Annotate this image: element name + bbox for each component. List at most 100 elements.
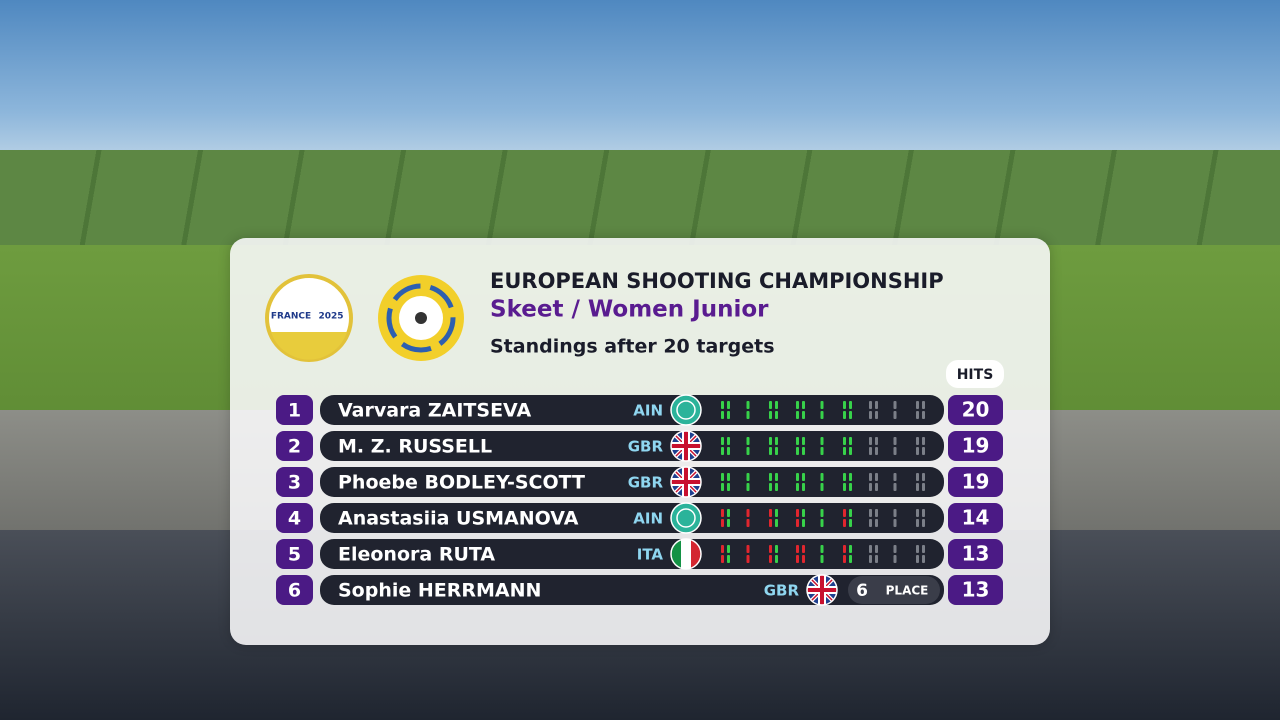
rank-box	[276, 503, 313, 533]
hits-box	[948, 503, 1003, 533]
shot-indicator	[775, 519, 778, 527]
athlete-name: Varvara ZAITSEVA	[338, 400, 531, 422]
shot-indicator	[775, 401, 778, 409]
shot-indicator	[721, 411, 724, 419]
flag-ain-ring	[676, 400, 696, 420]
rank: 5	[288, 544, 301, 566]
athlete-name: M. Z. RUSSELL	[338, 436, 492, 458]
shot-indicator	[916, 519, 919, 527]
shot-indicator	[796, 509, 799, 517]
shot-indicator	[893, 437, 897, 445]
shot-indicator	[922, 545, 925, 553]
shot-indicator	[769, 509, 772, 517]
sky	[0, 0, 1280, 160]
nation: GBR	[628, 438, 664, 456]
title: EUROPEAN SHOOTING CHAMPIONSHIP	[490, 269, 944, 293]
shot-indicator	[875, 483, 878, 491]
rank-box	[276, 431, 313, 461]
shot-indicator	[796, 545, 799, 553]
flag-border	[670, 394, 702, 426]
shot-indicator	[727, 545, 730, 553]
shot-indicator	[769, 411, 772, 419]
shot-indicator	[727, 555, 730, 563]
shot-indicator	[922, 401, 925, 409]
shot-indicator	[820, 483, 824, 491]
shot-indicator	[849, 555, 852, 563]
standing-row: 1 Varvara ZAITSEVA AIN 20	[276, 394, 1003, 426]
shot-indicator	[820, 411, 824, 419]
shot-indicator	[922, 473, 925, 481]
shot-indicator	[820, 437, 824, 445]
shot-indicator	[721, 555, 724, 563]
standing-row: 5 Eleonora RUTA ITA 13	[276, 538, 1003, 570]
shot-indicator	[746, 411, 750, 419]
nation: ITA	[637, 546, 664, 564]
shot-indicator	[875, 519, 878, 527]
shot-indicator	[796, 447, 799, 455]
event-logo: FRANCE 2025	[265, 274, 353, 362]
shot-indicator	[869, 411, 872, 419]
shot-indicator	[869, 483, 872, 491]
shot-indicator	[893, 545, 897, 553]
shot-indicator	[775, 447, 778, 455]
shot-indicator	[721, 519, 724, 527]
shot-indicator	[727, 519, 730, 527]
status: Standings after 20 targets	[490, 336, 775, 358]
athlete-name: Phoebe BODLEY-SCOTT	[338, 472, 585, 494]
shot-indicator	[869, 519, 872, 527]
shot-indicator	[843, 447, 846, 455]
hits-box	[948, 431, 1003, 461]
shot-indicator	[721, 437, 724, 445]
shot-indicator	[849, 437, 852, 445]
shot-indicator	[802, 545, 805, 553]
backstop-hill	[0, 150, 1280, 250]
shot-indicator	[796, 401, 799, 409]
shot-indicator	[893, 401, 897, 409]
shot-indicator	[849, 545, 852, 553]
shot-indicator	[721, 473, 724, 481]
shot-indicator	[893, 483, 897, 491]
shot-indicator	[843, 519, 846, 527]
shot-indicator	[820, 447, 824, 455]
nation: GBR	[764, 582, 800, 600]
rank-box	[276, 539, 313, 569]
hits-header: HITS	[957, 367, 994, 383]
shot-indicator	[922, 509, 925, 517]
shot-indicator	[849, 483, 852, 491]
flag-ita-red	[691, 539, 701, 569]
shot-indicator	[769, 545, 772, 553]
name-bar	[320, 539, 944, 569]
shot-indicator	[746, 447, 750, 455]
shot-indicator	[849, 401, 852, 409]
shot-indicator	[893, 447, 897, 455]
flag-gbr-cross-red	[684, 467, 688, 497]
hits-box	[948, 467, 1003, 497]
shot-indicator	[916, 545, 919, 553]
shot-indicator	[916, 447, 919, 455]
shot-indicator	[796, 483, 799, 491]
hits: 13	[962, 542, 990, 566]
shot-indicator	[775, 473, 778, 481]
shot-indicator	[916, 509, 919, 517]
shot-indicator	[893, 411, 897, 419]
place-label: PLACE	[886, 584, 929, 598]
shot-indicator	[869, 473, 872, 481]
shot-indicator	[922, 447, 925, 455]
shot-indicator	[796, 555, 799, 563]
standing-row: 4 Anastasiia USMANOVA AIN 14	[276, 502, 1003, 534]
standing-row: 2 M. Z. RUSSELL GBR 19	[276, 430, 1003, 462]
name-bar	[320, 395, 944, 425]
shot-indicator	[746, 483, 750, 491]
logo-country: FRANCE	[271, 312, 311, 322]
rank: 4	[288, 508, 301, 530]
subtitle: Skeet / Women Junior	[490, 297, 769, 323]
flag-gbr-cross-red	[820, 575, 824, 605]
shot-indicator	[875, 447, 878, 455]
name-bar	[320, 431, 944, 461]
shot-indicator	[727, 483, 730, 491]
shot-indicator	[746, 545, 750, 553]
shot-indicator	[869, 401, 872, 409]
shot-indicator	[727, 509, 730, 517]
shot-indicator	[869, 447, 872, 455]
shot-indicator	[916, 555, 919, 563]
